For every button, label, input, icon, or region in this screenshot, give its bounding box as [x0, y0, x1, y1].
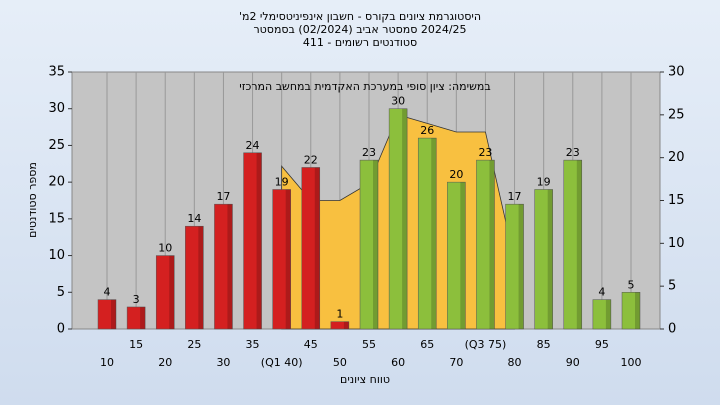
value-label: 19	[275, 175, 289, 188]
bar-shade	[402, 108, 408, 329]
chart-subtitle: 2024/25 סמסטר אביב (02/2024) בסמסטר	[253, 23, 466, 36]
x-tick-label: 10	[100, 356, 114, 369]
x-tick-label: 80	[508, 356, 522, 369]
x-tick-label: 100	[621, 356, 642, 369]
bar-shade	[460, 182, 466, 329]
value-label: 30	[391, 95, 405, 108]
bar	[330, 321, 350, 330]
y-tick-label: 30	[48, 101, 65, 116]
y-tick-label: 0	[57, 322, 65, 337]
y2-tick-label: 20	[668, 150, 685, 165]
bar	[447, 181, 466, 330]
bar	[621, 292, 641, 330]
x-tick-label: (Q1 40)	[261, 356, 303, 369]
y2-tick-label: 30	[668, 65, 685, 80]
bar-shade	[169, 255, 175, 329]
x-tick-label: 55	[362, 338, 376, 351]
value-label: 20	[449, 168, 463, 181]
bar	[534, 189, 553, 330]
bar	[185, 225, 204, 330]
value-label: 3	[133, 293, 140, 306]
x-tick-label: 35	[246, 338, 260, 351]
bar-shade	[635, 292, 640, 329]
bar-shade	[518, 204, 524, 329]
x-tick-label: 30	[216, 356, 230, 369]
value-label: 23	[566, 146, 580, 159]
bar-shade	[576, 160, 582, 329]
bar-shade	[605, 299, 611, 329]
bar	[243, 152, 262, 330]
bar	[301, 167, 321, 330]
x-tick-label: 50	[333, 356, 347, 369]
bar-shade	[198, 226, 204, 329]
x-tick-label: (Q3 75)	[465, 338, 507, 351]
bar	[359, 159, 379, 330]
bar-shade	[343, 321, 349, 329]
x-tick-label: 25	[187, 338, 201, 351]
bar-shade	[227, 204, 233, 329]
bar	[272, 189, 291, 330]
value-label: 23	[478, 146, 492, 159]
x-tick-label: 15	[129, 338, 143, 351]
bar-shade	[256, 152, 262, 329]
chart-title: היסטוגרמת ציונים בקורס - חשבון אינפיניטס…	[239, 10, 481, 23]
value-label: 19	[537, 175, 551, 188]
bar-shade	[547, 189, 553, 329]
y2-tick-label: 5	[668, 279, 676, 294]
y-axis-label: מספר סטודנטים	[26, 162, 39, 238]
y-tick-label: 25	[48, 138, 65, 153]
bar-shade	[431, 138, 437, 329]
y-tick-label: 5	[57, 285, 65, 300]
x-tick-label: 70	[449, 356, 463, 369]
value-label: 10	[158, 242, 172, 255]
x-tick-label: 20	[158, 356, 172, 369]
bar	[417, 137, 437, 330]
x-tick-label: 95	[595, 338, 609, 351]
value-label: 22	[304, 153, 318, 166]
x-tick-label: 90	[566, 356, 580, 369]
value-label: 24	[246, 139, 260, 152]
value-label: 4	[598, 286, 605, 299]
x-tick-label: 65	[420, 338, 434, 351]
y-tick-label: 20	[48, 175, 65, 190]
value-label: 4	[104, 286, 111, 299]
bar-shade	[314, 167, 320, 329]
bar-shade	[285, 189, 291, 329]
annotation: במשימה: ציון סופי במערכת האקדמית במחשב ה…	[239, 80, 490, 93]
chart-subtitle: סטודנטים רשומים - 411	[303, 36, 417, 49]
x-tick-label: 60	[391, 356, 405, 369]
y2-tick-label: 15	[668, 193, 685, 208]
y-tick-label: 10	[48, 248, 65, 263]
y-tick-label: 35	[48, 65, 65, 80]
bar	[563, 159, 583, 330]
y2-tick-label: 10	[668, 236, 685, 251]
x-tick-label: 85	[537, 338, 551, 351]
bar-shade	[489, 160, 495, 329]
y2-tick-label: 0	[668, 322, 676, 337]
bar-shade	[140, 306, 146, 329]
x-tick-label: 45	[304, 338, 318, 351]
bar	[214, 203, 233, 330]
value-label: 26	[420, 124, 434, 137]
bar	[126, 306, 146, 330]
bar	[388, 108, 408, 330]
y-tick-label: 15	[48, 211, 65, 226]
bar-shade	[373, 160, 378, 329]
value-label: 14	[187, 212, 201, 225]
bar-shade	[111, 299, 116, 329]
bar	[97, 299, 117, 330]
value-label: 5	[628, 278, 635, 291]
bar	[476, 159, 495, 330]
bar	[592, 299, 612, 330]
y2-tick-label: 25	[668, 107, 685, 122]
bar	[155, 255, 175, 330]
value-label: 23	[362, 146, 376, 159]
x-axis-label: טווח ציונים	[340, 373, 390, 386]
value-label: 17	[508, 190, 522, 203]
bar	[505, 203, 524, 330]
value-label: 1	[336, 308, 343, 321]
value-label: 17	[216, 190, 230, 203]
